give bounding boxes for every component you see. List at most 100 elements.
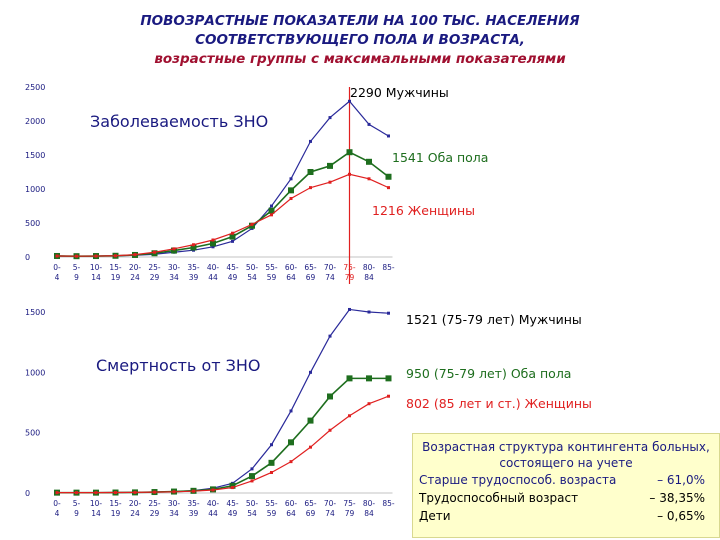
chart1-series-line-1 [56, 151, 389, 257]
chart1-annotation-women: 1216 Женщины [372, 203, 476, 218]
chart1-ytick-label: 2500 [25, 83, 45, 92]
age-structure-row: Старше трудоспособ. возраста – 61,0% [413, 471, 719, 489]
chart2-data-point [309, 370, 312, 374]
chart1-ytick-label: 2000 [25, 117, 45, 126]
chart2-xtick-label: 0-4 [53, 499, 61, 518]
chart1-data-point [231, 239, 234, 243]
age-structure-row: Трудоспособный возраст – 38,35% [413, 489, 719, 507]
row-label: Дети [419, 509, 451, 523]
chart1-xtick-label: 60-64 [285, 263, 298, 282]
title-line-2: СООТВЕТСТВУЮЩЕГО ПОЛА И ВОЗРАСТА, [195, 32, 525, 48]
chart1-data-point [367, 122, 371, 126]
age-structure-row: Дети – 0,65% [413, 507, 719, 525]
chart2-data-point [366, 375, 372, 382]
chart1-ytick-label: 1500 [25, 151, 45, 160]
chart2-xtick-label: 55-59 [265, 499, 278, 518]
chart2-data-point [211, 488, 215, 492]
chart1-data-point [328, 116, 332, 120]
chart1-xtick-label: 20-24 [129, 263, 142, 282]
chart2-xtick-label: 40-44 [207, 499, 220, 518]
title-line-3: возрастные группы с максимальными показа… [154, 51, 566, 67]
chart1-ytick-label: 500 [25, 219, 40, 228]
row-value: – 38,35% [649, 491, 705, 505]
chart1-data-point [250, 222, 254, 226]
chart1-data-point [348, 99, 351, 103]
chart1-data-point [153, 250, 156, 254]
chart1-data-point [346, 149, 353, 156]
chart2-data-point [250, 479, 254, 483]
chart1-data-point [192, 243, 195, 247]
chart2-data-point [249, 473, 255, 480]
chart1-data-point [288, 187, 294, 194]
chart1-data-point [268, 207, 275, 214]
chart2-xtick-label: 80-84 [363, 499, 376, 518]
chart1-data-point [211, 238, 215, 242]
chart1-series-line-2 [56, 173, 389, 257]
chart2-data-point [133, 490, 137, 494]
chart1-data-point [270, 204, 273, 208]
chart1-xtick-label: 55-59 [265, 263, 278, 282]
chart2-data-point [346, 375, 353, 382]
chart1-data-point [114, 254, 117, 258]
chart1-xtick-label: 40-44 [207, 263, 220, 282]
chart1-data-point [309, 139, 312, 143]
chart1-data-point [385, 173, 392, 180]
chart2-data-point [307, 417, 314, 424]
chart2-ytick-label: 1500 [25, 308, 45, 317]
chart1-xtick-label: 85- [382, 263, 395, 272]
chart1-data-point [270, 213, 273, 217]
chart2-data-point [309, 445, 312, 449]
chart2-xtick-label: 5-9 [73, 499, 81, 518]
chart2-xtick-label: 25-29 [148, 499, 161, 518]
chart1-data-point [307, 169, 314, 175]
chart1-data-point [387, 186, 390, 190]
chart2-data-point [268, 459, 275, 466]
chart1-xtick-label: 45-49 [226, 263, 239, 282]
title-line-1: ПОВОЗРАСТНЫЕ ПОКАЗАТЕЛИ НА 100 ТЫС. НАСЕ… [140, 13, 580, 29]
chart2-data-point [231, 486, 234, 490]
chart1-ytick-label: 0 [25, 253, 30, 262]
chart1-ytick-label: 1000 [25, 185, 45, 194]
chart2-data-point [270, 470, 273, 474]
chart2-title: Смертность от ЗНО [96, 356, 261, 375]
chart1-data-point [309, 186, 312, 190]
chart2-annotation-men: 1521 (75-79 лет) Мужчины [406, 312, 582, 327]
row-label: Старше трудоспособ. возраста [419, 473, 617, 487]
chart2-xtick-label: 10-14 [90, 499, 103, 518]
chart1-data-point [366, 158, 372, 165]
chart2-data-point [114, 491, 117, 495]
chart2-xtick-label: 85- [382, 499, 395, 508]
chart2-xtick-label: 35-39 [187, 499, 200, 518]
chart1-data-point [387, 134, 390, 138]
chart2-xtick-label: 15-19 [109, 499, 122, 518]
chart2-data-point [289, 409, 293, 413]
chart1-xtick-label: 70-74 [324, 263, 337, 282]
chart2-data-point [385, 375, 392, 382]
chart1-xtick-label: 15-19 [109, 263, 122, 282]
chart2-ytick-label: 500 [25, 429, 40, 438]
row-label: Трудоспособный возраст [419, 491, 579, 505]
age-structure-heading: Возрастная структура контингента больных… [422, 440, 710, 470]
chart2-data-point [94, 491, 98, 495]
chart1-data-point [328, 180, 332, 184]
chart1-data-point [289, 177, 293, 181]
chart1-xtick-label: 5-9 [73, 263, 81, 282]
chart2-xtick-label: 75-79 [343, 499, 356, 518]
chart2-data-point [348, 307, 351, 311]
chart1-data-point [190, 244, 197, 251]
chart2-data-point [229, 482, 236, 489]
chart1-data-point [133, 253, 137, 257]
chart1-xtick-label: 35-39 [187, 263, 200, 282]
chart1-xtick-label: 10-14 [90, 263, 103, 282]
chart2-xtick-label: 50-54 [246, 499, 259, 518]
row-value: – 61,0% [657, 473, 705, 487]
chart2-series-line-0 [57, 308, 389, 494]
chart2-data-point [250, 467, 254, 471]
chart2-data-point [55, 491, 59, 495]
chart2-ytick-label: 0 [25, 489, 30, 498]
chart1-annotation-both: 1541 Оба пола [392, 150, 489, 165]
age-structure-box: Возрастная структура контингента больных… [412, 433, 720, 538]
chart1-title: Заболеваемость ЗНО [90, 112, 269, 131]
chart1-data-point [367, 177, 371, 181]
